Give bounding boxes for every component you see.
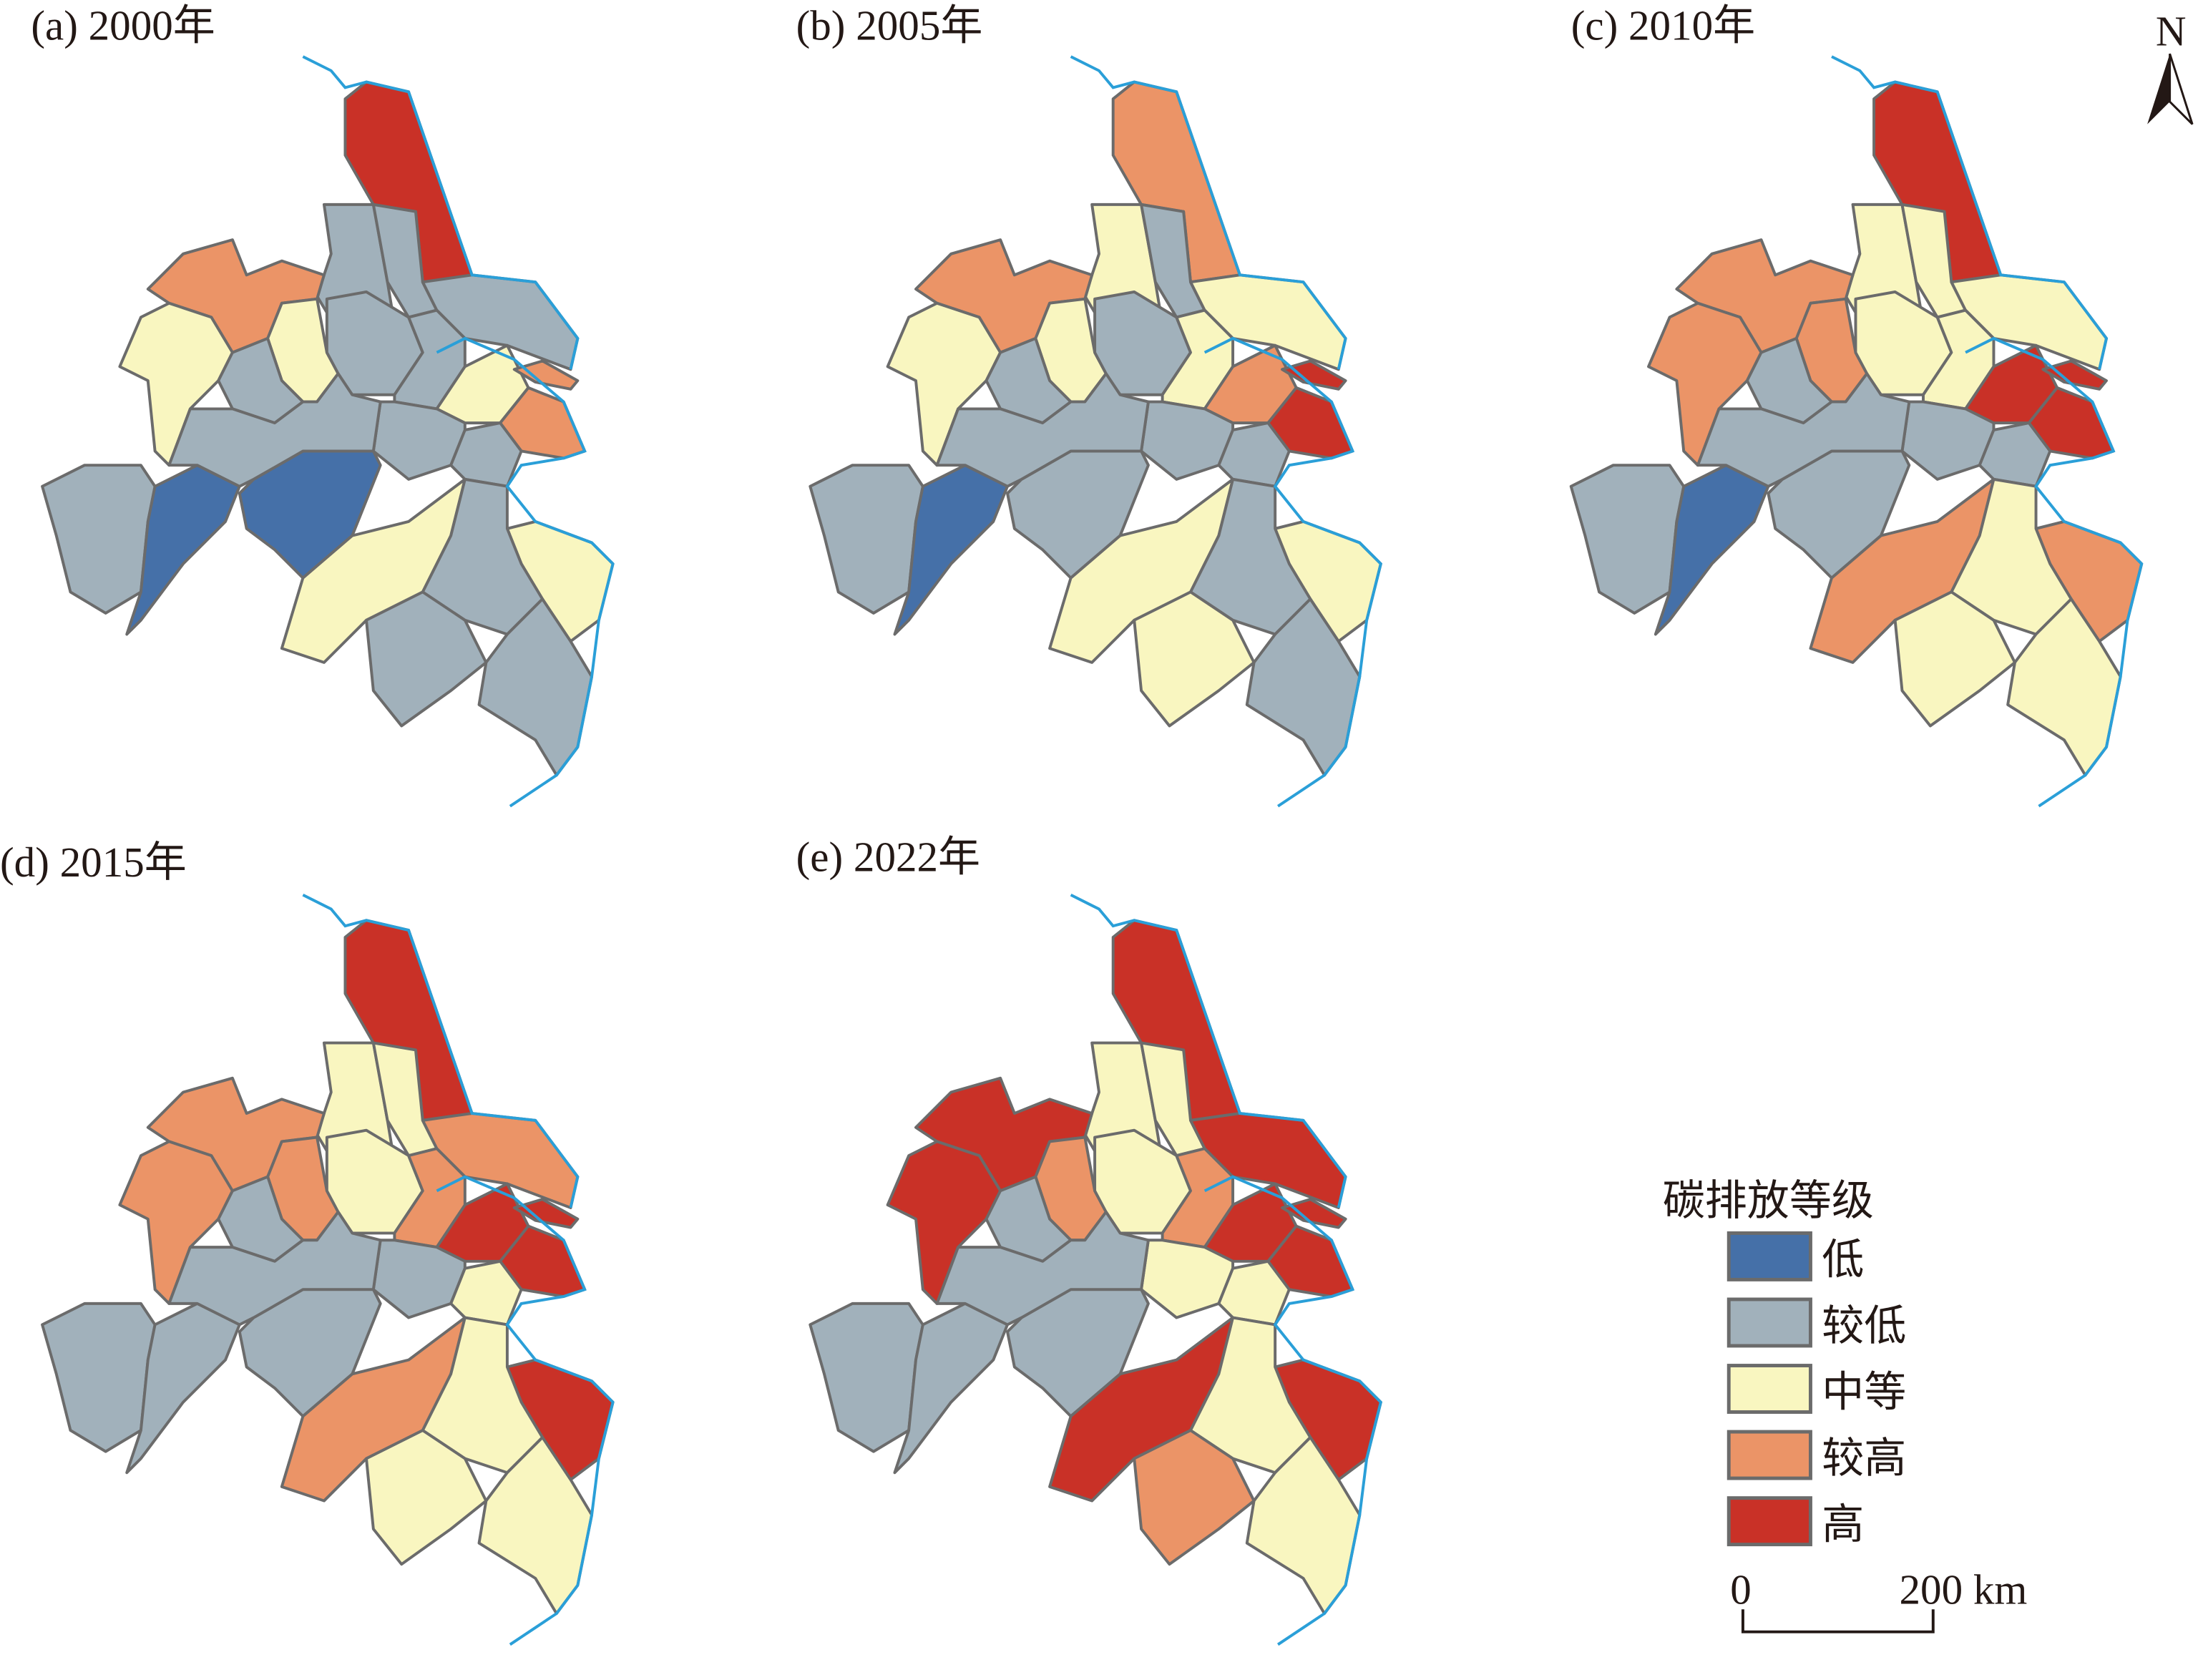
region-22 [1189,477,1312,636]
region-22 [421,1316,544,1475]
map-panel: (b) 2005年 [796,1,1383,808]
coastline [1070,55,1347,370]
legend-label: 高 [1822,1500,1864,1549]
legend-swatch [1726,1364,1812,1414]
region-13 [512,1198,580,1229]
region-22 [1950,477,2073,636]
region-13 [1281,359,1347,391]
region-19 [167,372,382,488]
north-arrow-icon [2147,54,2170,124]
scale-bar: 0 200 km [1730,1566,2028,1633]
coastline [1965,336,2144,808]
region-16 [1569,464,1686,615]
region-22 [421,477,544,636]
coastline [302,55,580,370]
region-13 [512,359,580,391]
region-23 [365,590,488,728]
region-19 [935,372,1150,488]
scale-end: 200 km [1900,1566,2028,1613]
panel-title: (e) 2022年 [796,833,981,880]
north-arrow-label: N [2156,7,2187,54]
coastline [1203,336,1383,808]
scale-start: 0 [1730,1566,1752,1613]
region-19 [1696,372,1911,488]
region-13 [2041,359,2108,391]
region-19 [935,1210,1150,1327]
region-13 [1281,1198,1347,1229]
map-panel: (d) 2015年 [0,839,615,1646]
region-16 [41,1301,157,1453]
region-22 [1189,1316,1312,1475]
coastline [436,336,615,808]
coastline [436,1175,615,1646]
legend-label: 中等 [1822,1367,1906,1417]
legend-label: 较低 [1822,1301,1906,1350]
legend-label: 较高 [1822,1433,1906,1483]
map-panel: (a) 2000年 [31,1,615,808]
map-panel: (c) 2010年 [1569,1,2144,808]
coastline [1070,894,1347,1208]
region-16 [809,464,924,615]
coastline [302,894,580,1208]
legend-label: 低 [1822,1235,1864,1284]
region-23 [365,1429,488,1566]
legend-swatch [1726,1231,1812,1281]
region-19 [167,1210,382,1327]
region-16 [809,1301,924,1453]
region-23 [1133,590,1256,728]
legend-swatch [1726,1297,1812,1348]
region-16 [41,464,157,615]
panel-title: (b) 2005年 [796,1,983,49]
coastline [1831,55,2109,370]
region-23 [1893,590,2016,728]
panel-title: (d) 2015年 [0,839,187,886]
panel-title: (a) 2000年 [31,1,215,49]
north-arrow: N [2147,7,2194,125]
map-panel: (e) 2022年 [796,833,1383,1646]
coastline [1203,1175,1383,1646]
panel-title: (c) 2010年 [1571,1,1756,49]
legend-swatch [1726,1430,1812,1480]
legend-swatch [1726,1496,1812,1547]
legend-title: 碳排放等级 [1663,1176,1874,1225]
region-23 [1133,1429,1256,1566]
